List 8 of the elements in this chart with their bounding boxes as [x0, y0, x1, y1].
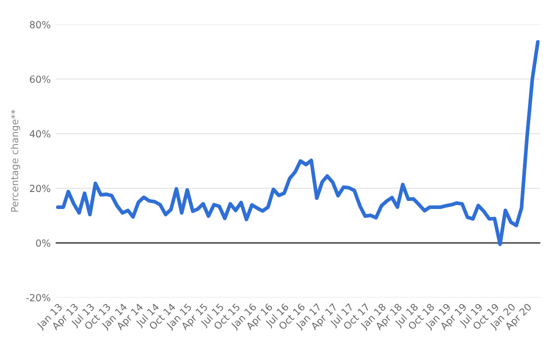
- y-tick-label: 80%: [30, 20, 50, 28]
- y-tick-label: 20%: [30, 184, 50, 192]
- y-tick-label: 60%: [30, 76, 50, 83]
- y-tick-label: 40%: [30, 130, 50, 138]
- y-tick-label: -20%: [26, 294, 50, 302]
- y-tick-label: 0%: [36, 239, 50, 247]
- y-axis-title: Percentage change**: [10, 110, 20, 212]
- line-series: [56, 40, 540, 246]
